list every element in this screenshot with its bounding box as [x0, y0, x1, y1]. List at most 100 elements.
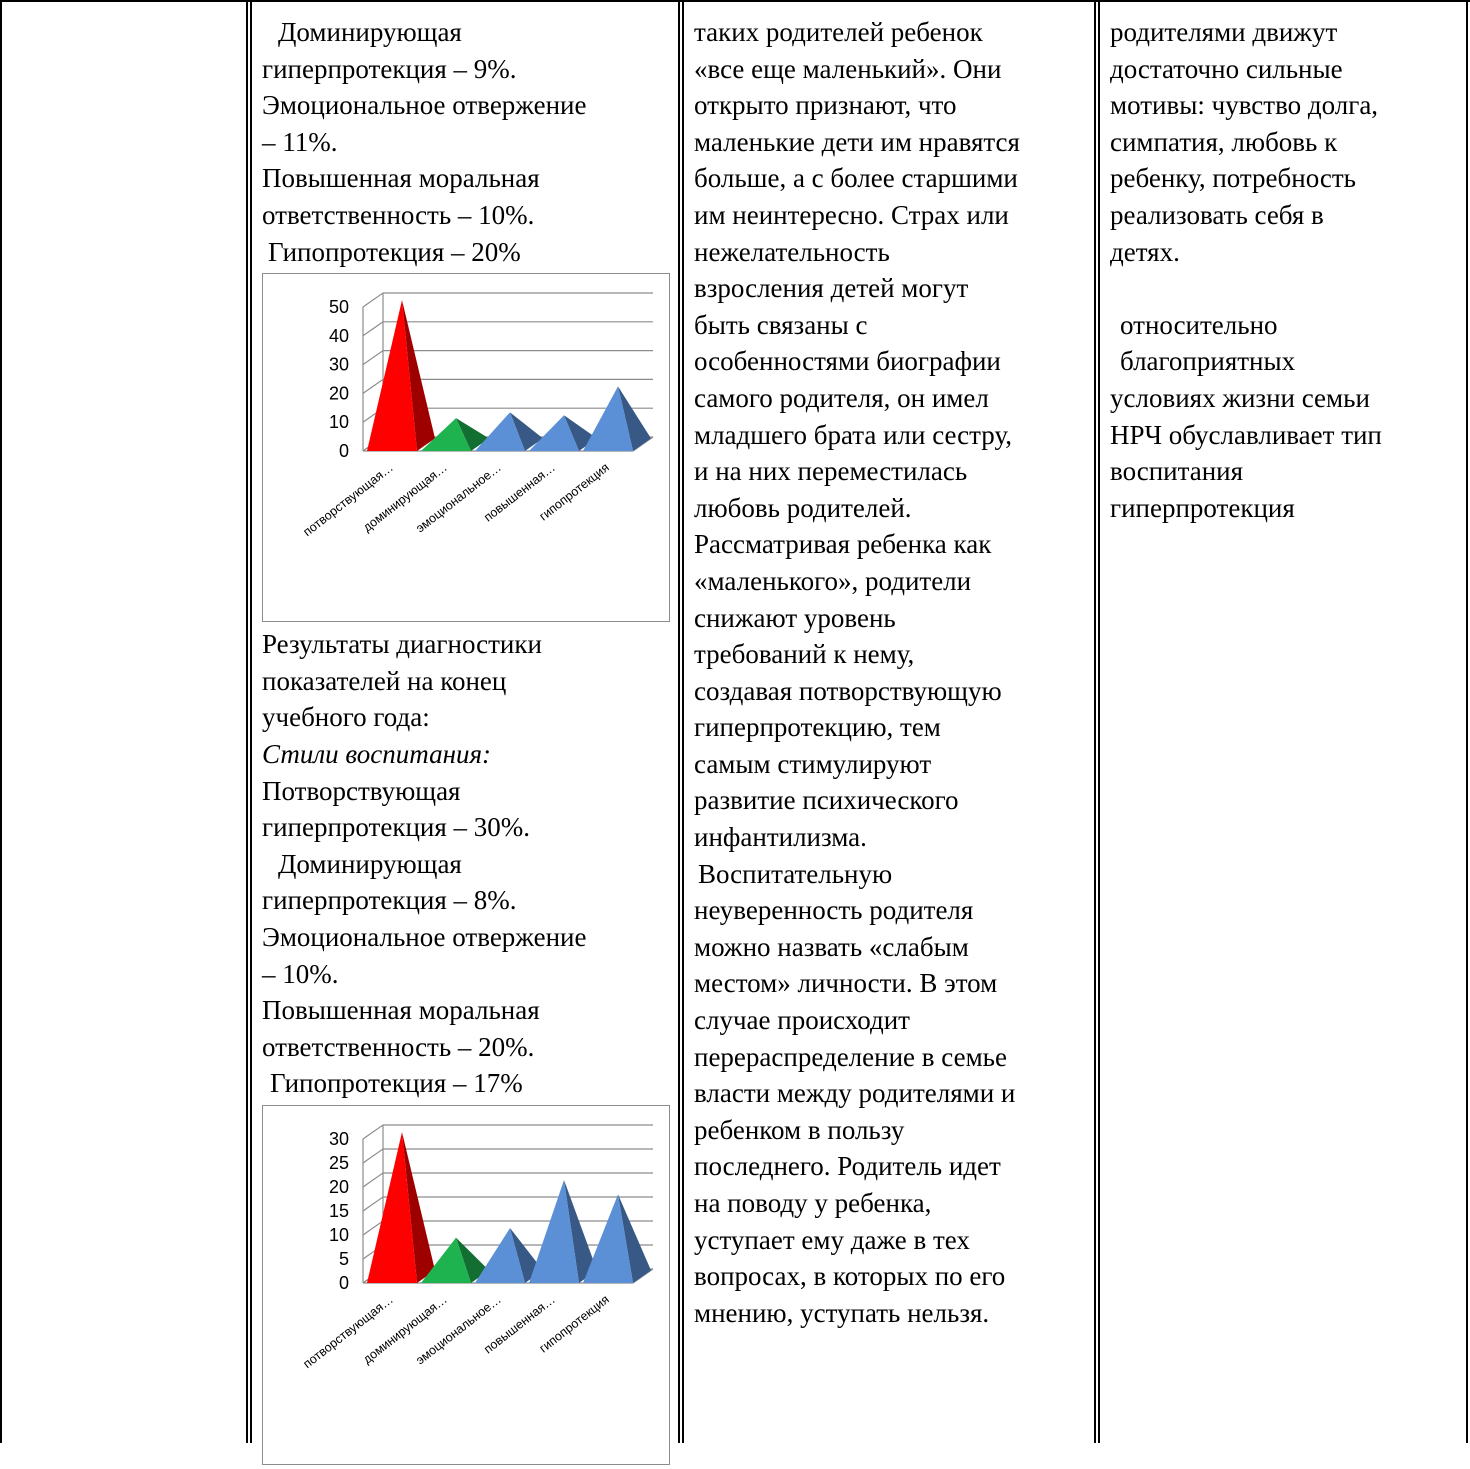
text-line: Гипопротекция – 20%	[268, 236, 521, 267]
text-line: реализовать себя в	[1110, 199, 1324, 230]
text-line: открыто признают, что	[694, 90, 957, 121]
text-line: «маленького», родители	[694, 565, 972, 596]
pyramid-bar	[475, 412, 543, 452]
text-line: Доминирующая	[278, 17, 462, 47]
pyramid-bar	[421, 1237, 489, 1283]
x-category-label: потворствующая…	[301, 1292, 396, 1371]
text-line: НРЧ обуславливает тип	[1110, 419, 1382, 450]
y-tick-label: 25	[329, 1153, 349, 1173]
text-line: – 10%.	[262, 958, 339, 989]
text-line: последнего. Родитель идет	[694, 1151, 1001, 1182]
text-line: на поводу у ребенка,	[694, 1188, 932, 1218]
gridline-diag	[362, 1172, 384, 1188]
pyramid-bar	[529, 1179, 597, 1283]
pyramid-bar	[583, 386, 651, 452]
text-line: случае происходит	[694, 1005, 910, 1036]
text-line: Повышенная моральная	[262, 995, 540, 1026]
y-tick-label: 20	[329, 384, 349, 404]
text-line: Эмоциональное отвержение	[262, 921, 587, 952]
text-line: неуверенность родителя	[694, 895, 974, 926]
gridline-diag	[362, 1148, 384, 1164]
text-line: Повышенная моральная	[262, 163, 540, 194]
text-line: вопросах, в которых по его	[694, 1261, 1006, 1292]
text-line: ребенком в пользу	[694, 1114, 905, 1145]
text-line: гиперпротекция – 8%.	[262, 885, 517, 916]
text-line: достаточно сильные	[1110, 53, 1343, 84]
text-line: – 11%.	[262, 126, 338, 157]
x-category-label: потворствующая…	[301, 460, 396, 539]
text-line: Результаты диагностики	[262, 629, 542, 660]
table-border-left	[0, 0, 2, 1443]
y-tick-label: 10	[329, 412, 349, 432]
text-line: гиперпротекция – 30%.	[262, 812, 531, 843]
table-border-2	[250, 0, 252, 1443]
text-line: симпатия, любовь к	[1110, 126, 1338, 157]
text-line: младшего брата или сестру,	[694, 419, 1012, 450]
pyramid-bar	[583, 1194, 651, 1283]
y-tick-label: 0	[339, 1273, 349, 1293]
text-line: Эмоциональное отвержение	[262, 90, 587, 121]
text-line: таких родителей ребенок	[694, 17, 983, 47]
text-line: гиперпротекция – 9%.	[262, 53, 517, 84]
text-line: Воспитательную	[698, 858, 893, 889]
y-tick-label: 30	[329, 355, 349, 375]
text-line: перераспределение в семье	[694, 1041, 1007, 1072]
pyramid-bar	[421, 418, 489, 452]
pyramid-bar	[367, 1131, 435, 1283]
col2-block2: Результаты диагностики показателей на ко…	[262, 626, 674, 1102]
text-line: воспитания	[1110, 456, 1244, 487]
text-line: учебного года:	[262, 702, 430, 733]
table-border-5	[1094, 0, 1096, 1443]
table-border-1	[246, 0, 248, 1443]
table-border-6	[1098, 0, 1100, 1443]
text-line: снижают уровень	[694, 602, 896, 633]
text-line: самого родителя, он имел	[694, 382, 989, 413]
text-line: Гипопротекция – 17%	[270, 1068, 523, 1099]
text-line: мнению, уступать нельзя.	[694, 1297, 990, 1328]
text-line: родителями движут	[1110, 17, 1338, 47]
col3-cell: таких родителей ребенок «все еще маленьки…	[694, 14, 1090, 1331]
chart-end: 0 5 10 15 20 25 30 потворствующая… доминирующая……	[262, 1104, 670, 1465]
text-line: требований к нему,	[694, 639, 915, 670]
gridline-diag	[362, 379, 384, 395]
y-tick-label: 5	[339, 1249, 349, 1269]
table-border-3	[678, 0, 680, 1443]
spacer	[1106, 270, 1462, 307]
chart-start: 0 10 20 30 40 50 потворствующая… доминирующая… э…	[262, 273, 670, 623]
gridline-diag	[362, 1196, 384, 1212]
y-tick-label: 40	[329, 326, 349, 346]
text-line: ребенку, потребность	[1110, 163, 1356, 194]
gridline-diag	[362, 1220, 384, 1236]
gridline-diag	[362, 321, 384, 337]
text-line: власти между родителями и	[694, 1078, 1016, 1109]
table-border-right	[1466, 0, 1468, 1443]
y-tick-label: 0	[339, 441, 349, 461]
y-tick-label: 20	[329, 1177, 349, 1197]
text-line: Рассматривая ребенка как	[694, 529, 992, 560]
table-top-border	[0, 0, 1470, 2]
text-line: показателей на конец	[262, 665, 507, 696]
text-line: гиперпротекция	[1110, 492, 1295, 523]
text-line: инфантилизма.	[694, 822, 867, 853]
text-line: взросления детей могут	[694, 273, 969, 304]
text-line: можно назвать «слабым	[694, 931, 969, 962]
styles-heading: Стили воспитания:	[262, 736, 674, 773]
text-line: условиях жизни семьи	[1110, 382, 1370, 413]
text-line: развитие психического	[694, 785, 959, 816]
text-line: особенностями биографии	[694, 346, 1001, 377]
text-line: любовь родителей.	[694, 492, 912, 523]
text-line: им неинтересно. Страх или	[694, 199, 1009, 230]
text-line: Доминирующая	[278, 848, 462, 879]
text-line: «все еще маленький». Они	[694, 53, 1002, 84]
text-line: маленькие дети им нравятся	[694, 126, 1020, 157]
text-line: гиперпротекцию, тем	[694, 712, 941, 743]
text-line: и на них переместилась	[694, 456, 968, 487]
text-line: ответственность – 20%.	[262, 1031, 535, 1062]
gridline-diag	[362, 350, 384, 366]
text-line: мотивы: чувство долга,	[1110, 90, 1379, 121]
chart-end-svg: 051015202530потворствующая…доминирующая……	[301, 1124, 654, 1371]
text-line: благоприятных	[1120, 346, 1296, 377]
y-tick-label: 10	[329, 1225, 349, 1245]
text-line: создавая потворствующую	[694, 675, 1002, 706]
y-tick-label: 50	[329, 297, 349, 317]
